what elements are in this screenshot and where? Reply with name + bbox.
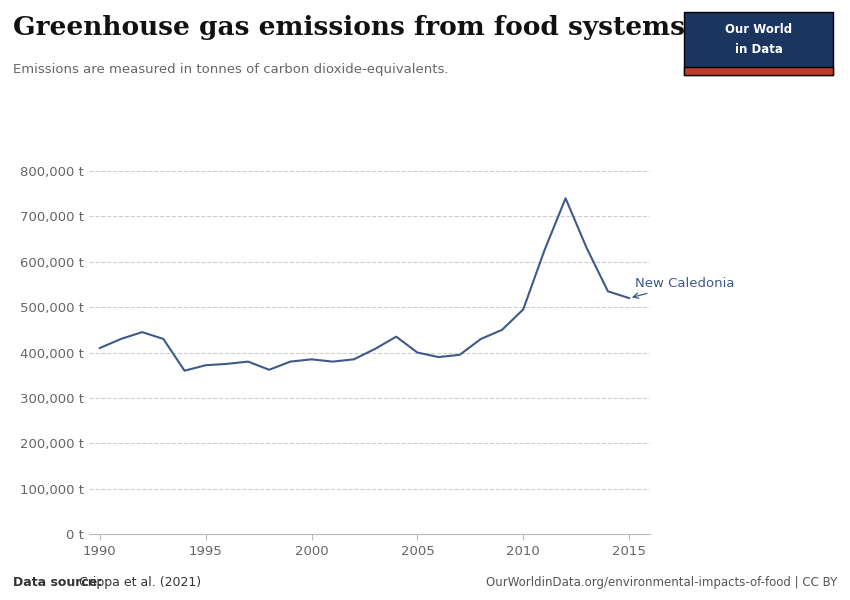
Text: New Caledonia: New Caledonia: [633, 277, 735, 298]
Text: OurWorldinData.org/environmental-impacts-of-food | CC BY: OurWorldinData.org/environmental-impacts…: [486, 576, 837, 589]
Text: Greenhouse gas emissions from food systems: Greenhouse gas emissions from food syste…: [13, 15, 685, 40]
Text: Data source:: Data source:: [13, 576, 102, 589]
Text: Emissions are measured in tonnes of carbon dioxide-equivalents.: Emissions are measured in tonnes of carb…: [13, 63, 448, 76]
Text: Our World: Our World: [725, 23, 792, 36]
Text: Crippa et al. (2021): Crippa et al. (2021): [75, 576, 201, 589]
Text: in Data: in Data: [734, 43, 783, 56]
